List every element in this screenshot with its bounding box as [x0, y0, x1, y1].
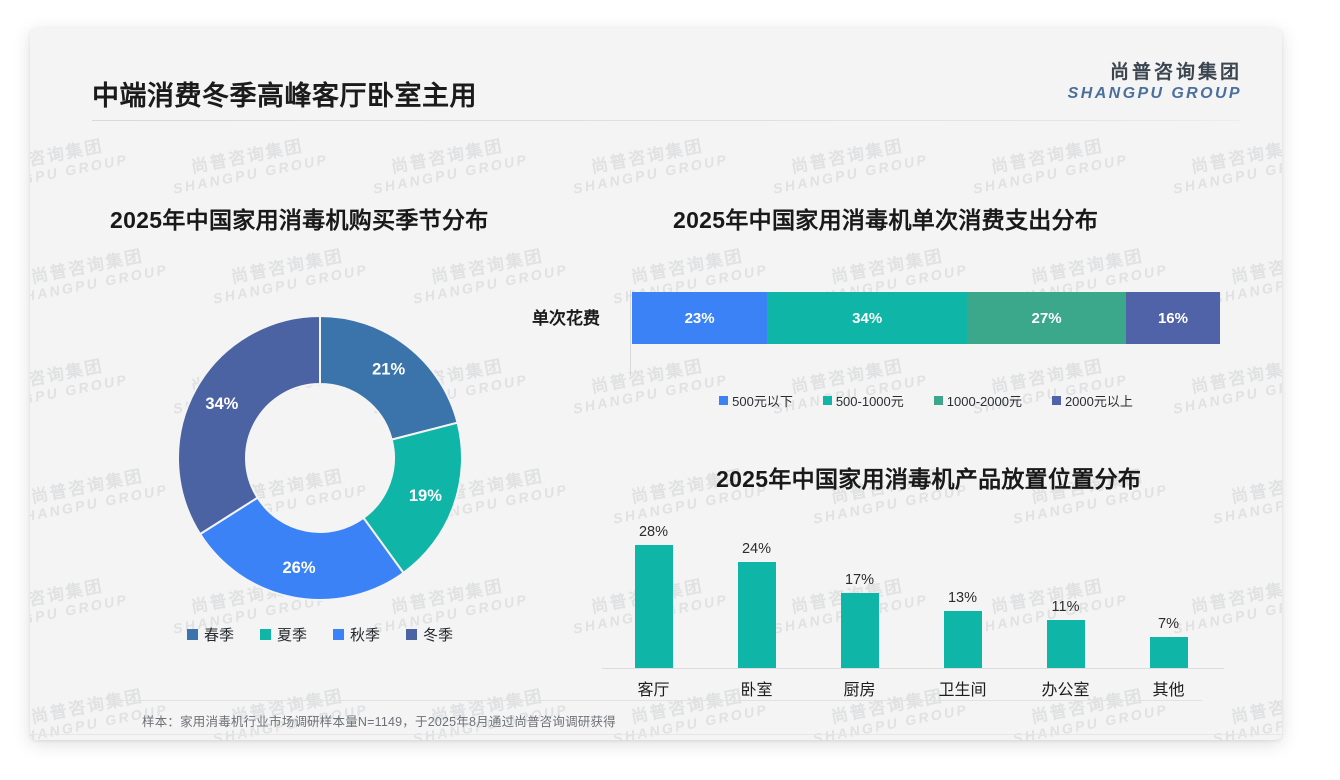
legend-swatch — [719, 396, 729, 405]
legend-swatch — [822, 396, 832, 405]
legend-swatch — [1051, 396, 1061, 405]
page-title: 中端消费冬季高峰客厅卧室主用 — [92, 81, 477, 111]
bar-category-label: 卧室 — [740, 682, 773, 699]
legend-label: 夏季 — [276, 626, 307, 644]
bar-column[interactable]: 13% — [911, 508, 1014, 668]
spend-stacked-bar: 23% 34% 27% 16% — [632, 292, 1220, 344]
bar-column[interactable]: 24% — [705, 508, 808, 668]
footnote-divider — [112, 700, 1202, 701]
donut-slice[interactable] — [319, 314, 459, 441]
legend-swatch — [259, 628, 271, 640]
legend-swatch — [186, 628, 198, 640]
bar-category-label: 卫生间 — [938, 682, 987, 699]
legend-swatch — [333, 628, 344, 640]
stacked-bar-legend: 500元以下 500-1000元 1000-2000元 2000元以上 — [632, 391, 1220, 410]
donut-legend-item[interactable]: 秋季 — [333, 624, 380, 645]
donut-legend-item[interactable]: 春季 — [186, 624, 234, 645]
stacked-bar-row-label: 单次花费 — [532, 309, 600, 328]
legend-label: 春季 — [203, 626, 234, 644]
bar-value-label: 7% — [1158, 616, 1179, 632]
header-divider — [92, 120, 1240, 121]
stacked-bar-segment[interactable]: 16% — [1125, 292, 1220, 344]
bar-column[interactable]: 7% — [1117, 508, 1220, 668]
donut-slice[interactable] — [198, 496, 405, 601]
donut-slice[interactable] — [177, 314, 321, 536]
donut-legend-item[interactable]: 夏季 — [259, 624, 307, 645]
sample-footnote: 样本：家用消毒机行业市场调研样本量N=1149，于2025年8月通过尚普咨询调研… — [142, 715, 616, 729]
donut-slice[interactable] — [362, 421, 463, 575]
donut-chart-title: 2025年中国家用消毒机购买季节分布 — [110, 207, 489, 233]
bar-value-label: 24% — [741, 541, 772, 557]
bar-rect[interactable] — [737, 562, 776, 668]
stacked-legend-item[interactable]: 500元以下 — [719, 391, 793, 410]
bar-category-label: 客厅 — [637, 682, 670, 699]
bar-chart-axis-line — [602, 668, 1224, 669]
legend-swatch — [406, 628, 418, 640]
legend-label: 2000元以上 — [1064, 394, 1133, 409]
bar-value-label: 17% — [844, 572, 875, 588]
donut-svg: 21% 19% 26% 34% — [177, 314, 463, 601]
bar-rect[interactable] — [840, 593, 879, 668]
legend-label: 秋季 — [350, 626, 381, 644]
placement-bar-chart: 28% 24% 17% 13% 11% 7% — [602, 508, 1224, 668]
bar-chart-category-axis: 客厅 卧室 厨房 卫生间 办公室 其他 — [602, 676, 1224, 706]
bar-rect[interactable] — [634, 545, 673, 668]
donut-slice-label: 21% — [372, 361, 405, 379]
bar-column[interactable]: 28% — [602, 508, 705, 668]
brand-logo: 尚普咨询集团 SHANGPU GROUP — [1068, 62, 1242, 103]
logo-chinese-text: 尚普咨询集团 — [1109, 62, 1242, 83]
bar-column[interactable]: 17% — [808, 508, 911, 668]
stacked-bar-title: 2025年中国家用消毒机单次消费支出分布 — [673, 207, 1099, 233]
legend-label: 500元以下 — [732, 394, 793, 409]
legend-label: 冬季 — [423, 626, 454, 644]
stacked-legend-item[interactable]: 1000-2000元 — [933, 391, 1022, 410]
legend-label: 500-1000元 — [835, 394, 904, 409]
donut-legend-item[interactable]: 冬季 — [406, 624, 453, 645]
bar-rect[interactable] — [1046, 620, 1085, 668]
donut-slice-label: 34% — [205, 395, 238, 413]
donut-legend: 春季 夏季 秋季 冬季 — [150, 622, 490, 646]
slide-card: 尚普咨询集团 SHANGPU GROUP 尚普咨询集团 SHANGPU GROUP 尚普… — [30, 28, 1282, 740]
bar-column[interactable]: 11% — [1014, 508, 1117, 668]
bar-value-label: 13% — [947, 590, 978, 606]
bar-value-label: 28% — [638, 524, 669, 540]
bar-value-label: 11% — [1051, 599, 1080, 615]
legend-swatch — [933, 396, 943, 405]
donut-slice-label: 19% — [409, 487, 442, 505]
logo-english-text: SHANGPU GROUP — [1067, 84, 1242, 102]
panel-divider — [630, 290, 631, 376]
bar-category-label: 其他 — [1152, 682, 1185, 699]
footer-divider — [30, 734, 1282, 735]
stacked-legend-item[interactable]: 2000元以上 — [1051, 391, 1133, 410]
legend-label: 1000-2000元 — [946, 394, 1022, 409]
bar-rect[interactable] — [1149, 637, 1188, 668]
stacked-bar-segment[interactable]: 23% — [632, 292, 768, 344]
stacked-legend-item[interactable]: 500-1000元 — [822, 391, 904, 410]
bar-rect[interactable] — [943, 611, 982, 668]
bar-category-label: 厨房 — [843, 682, 876, 699]
season-donut-chart: 21% 19% 26% 34% — [150, 286, 490, 631]
donut-slice-label: 26% — [282, 559, 315, 577]
stacked-bar-segment[interactable]: 27% — [967, 292, 1126, 344]
bar-chart-title: 2025年中国家用消毒机产品放置位置分布 — [716, 466, 1142, 492]
stacked-bar-segment[interactable]: 34% — [767, 292, 968, 344]
bar-category-label: 办公室 — [1041, 682, 1090, 699]
slide-header: 中端消费冬季高峰客厅卧室主用 尚普咨询集团 SHANGPU GROUP — [30, 28, 1282, 120]
